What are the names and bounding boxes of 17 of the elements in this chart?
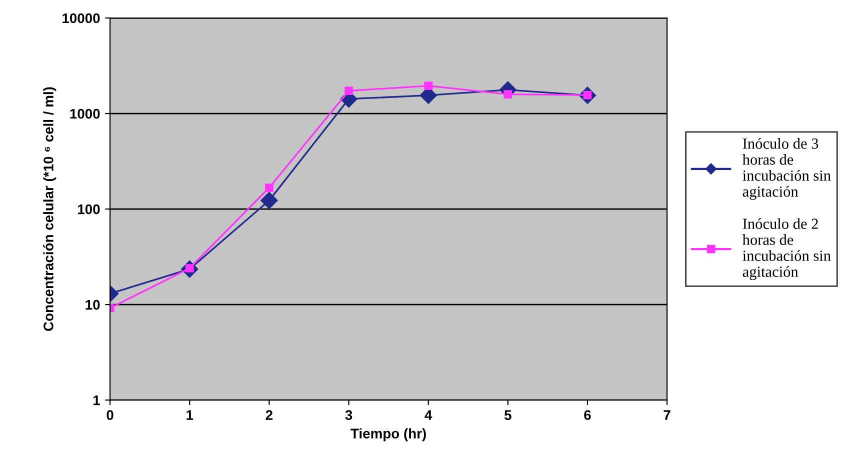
y-tick-label: 10000 — [62, 13, 100, 24]
legend-label: Inóculo de 2 horas de incubación sin agitación — [742, 218, 831, 280]
x-tick-label: 3 — [345, 410, 352, 420]
x-tick-label: 0 — [106, 410, 114, 420]
legend-label: Inóculo de 3 horas de incubación sin agitación — [742, 138, 831, 200]
x-tick-label: 5 — [504, 410, 512, 420]
y-axis-title: Concentración celular (*10 ⁶ cell / ml) — [43, 87, 56, 331]
y-tick-label: 10 — [86, 300, 100, 310]
y-tick-label: 1000 — [70, 108, 100, 119]
x-tick-label: 4 — [424, 410, 432, 420]
y-tick-label: 100 — [78, 204, 100, 214]
x-tick-label: 6 — [584, 410, 591, 420]
x-tick-label: 1 — [186, 410, 194, 420]
x-axis-title: Tiempo (hr) — [350, 428, 426, 442]
x-tick-label: 7 — [664, 410, 670, 420]
x-tick-label: 2 — [266, 410, 272, 420]
y-tick-label: 1 — [93, 396, 100, 406]
